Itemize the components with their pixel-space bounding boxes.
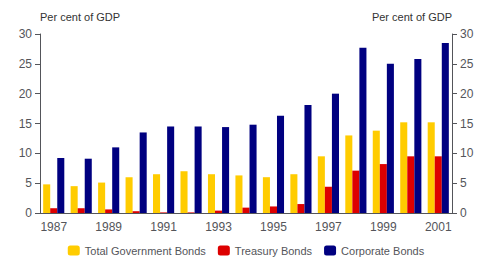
svg-text:Per cent of GDP: Per cent of GDP bbox=[372, 11, 452, 23]
svg-text:25: 25 bbox=[19, 57, 33, 71]
svg-text:1997: 1997 bbox=[315, 220, 342, 234]
svg-text:0: 0 bbox=[25, 206, 32, 220]
svg-text:2001: 2001 bbox=[425, 220, 452, 234]
svg-text:30: 30 bbox=[460, 27, 474, 41]
svg-text:30: 30 bbox=[19, 27, 33, 41]
svg-text:25: 25 bbox=[460, 57, 474, 71]
svg-text:1995: 1995 bbox=[260, 220, 287, 234]
svg-text:1987: 1987 bbox=[40, 220, 67, 234]
svg-text:5: 5 bbox=[460, 176, 467, 190]
svg-text:5: 5 bbox=[25, 176, 32, 190]
svg-text:10: 10 bbox=[19, 146, 33, 160]
svg-text:1999: 1999 bbox=[370, 220, 397, 234]
svg-text:Per cent of GDP: Per cent of GDP bbox=[40, 11, 120, 23]
svg-text:15: 15 bbox=[19, 117, 33, 131]
svg-text:Corporate Bonds: Corporate Bonds bbox=[341, 245, 425, 257]
svg-text:20: 20 bbox=[19, 87, 33, 101]
svg-text:0: 0 bbox=[460, 206, 467, 220]
svg-text:1991: 1991 bbox=[150, 220, 177, 234]
svg-text:10: 10 bbox=[460, 146, 474, 160]
svg-text:Total Government Bonds: Total Government Bonds bbox=[85, 245, 207, 257]
svg-text:1993: 1993 bbox=[205, 220, 232, 234]
svg-text:Treasury Bonds: Treasury Bonds bbox=[235, 245, 313, 257]
svg-text:20: 20 bbox=[460, 87, 474, 101]
svg-text:1989: 1989 bbox=[95, 220, 122, 234]
svg-text:15: 15 bbox=[460, 117, 474, 131]
